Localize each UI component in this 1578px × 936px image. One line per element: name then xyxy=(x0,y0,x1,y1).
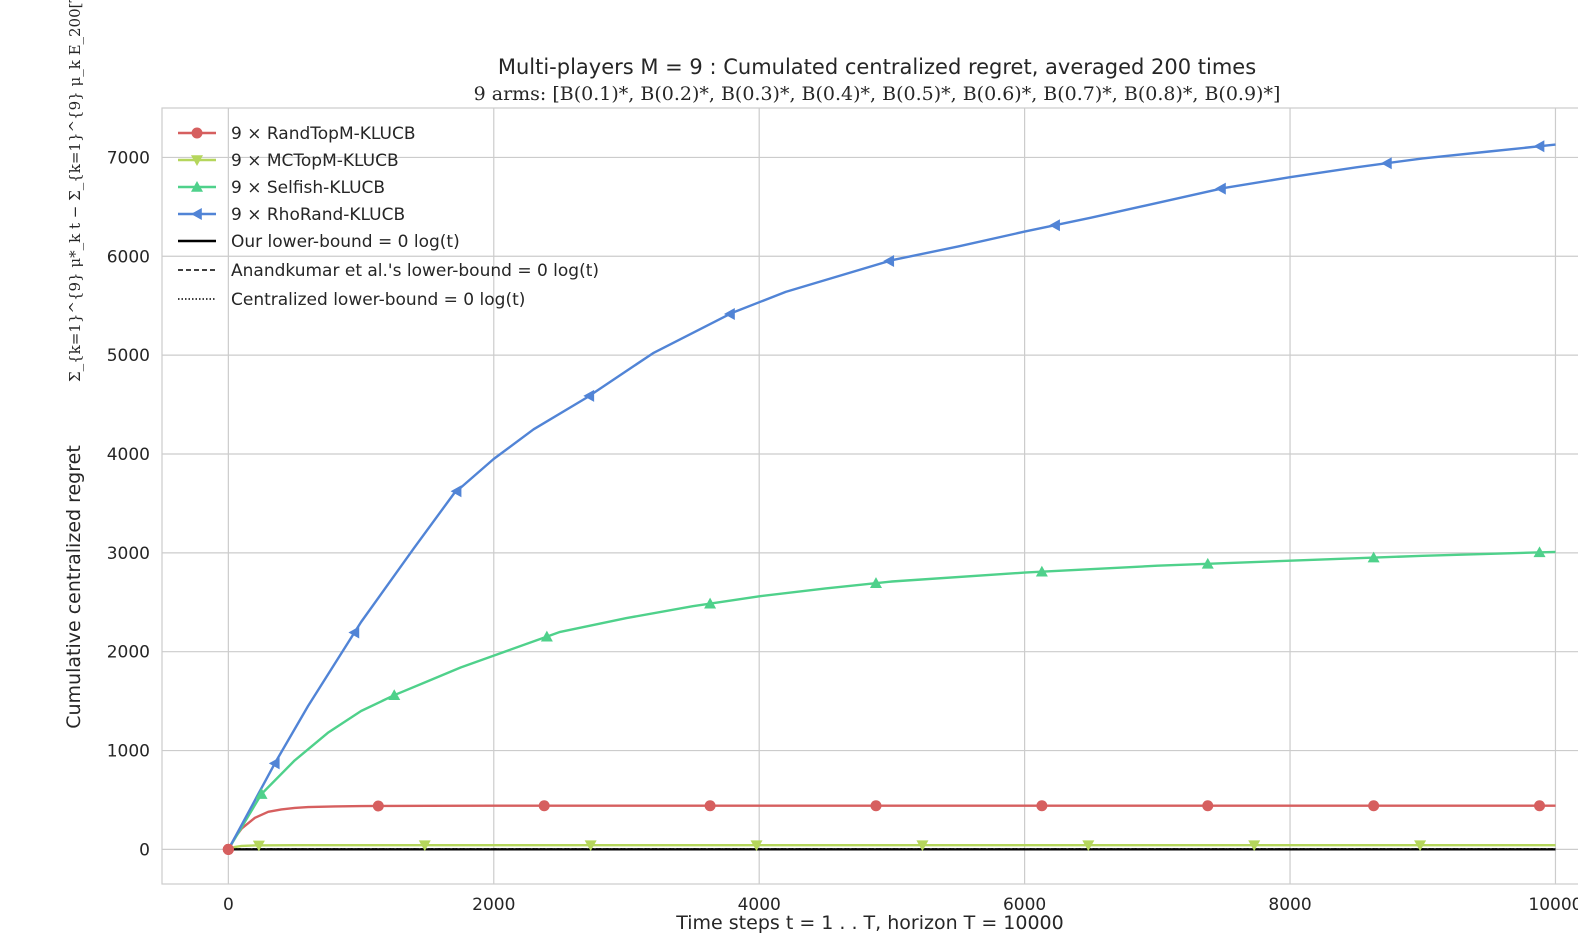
series-2-marker xyxy=(540,630,553,642)
x-axis-label: Time steps t = 1 . . T, horizon T = 1000… xyxy=(675,912,1063,934)
y-tick-label: 1000 xyxy=(107,742,150,762)
series-2-marker xyxy=(704,597,717,609)
legend: 9 × RandTopM-KLUCB 9 × MCTopM-KLUCB 9 × Se… xyxy=(178,124,599,310)
series-2-marker xyxy=(388,689,401,700)
series-3-marker xyxy=(583,389,595,402)
series-1-marker xyxy=(252,840,265,852)
series-0-line xyxy=(227,804,1556,850)
y-tick-label: 2000 xyxy=(107,643,150,663)
legend-marker-3 xyxy=(191,208,202,220)
series-0-marker xyxy=(870,800,882,812)
series-2-marker xyxy=(1533,546,1546,558)
series-2-marker xyxy=(1367,551,1380,563)
series-2-marker xyxy=(869,577,882,588)
y-axis-label-math: Σ_{k=1}^{9} μ*_k t − Σ_{k=1}^{9} μ_k E_2… xyxy=(66,0,84,382)
y-tick-label: 4000 xyxy=(107,445,150,465)
x-tick-label: 10000 xyxy=(1528,895,1578,915)
legend-label-5: Anandkumar et al.'s lower-bound = 0 log(… xyxy=(231,261,599,281)
series-1-marker xyxy=(916,840,929,852)
series-3-marker xyxy=(883,255,895,268)
y-tick-label: 0 xyxy=(139,840,150,860)
legend-marker-1 xyxy=(191,155,203,166)
series-markers xyxy=(222,140,1546,855)
series-3-marker xyxy=(1215,182,1226,195)
series-0-marker xyxy=(704,800,716,812)
legend-marker-2 xyxy=(191,181,203,192)
series-3-marker xyxy=(348,626,360,639)
series-3-marker xyxy=(724,307,735,320)
series-2-marker xyxy=(255,788,268,799)
legend-label-6: Centralized lower-bound = 0 log(t) xyxy=(231,290,525,310)
chart-title: Multi-players M = 9 : Cumulated centrali… xyxy=(498,55,1256,79)
x-tick-label: 6000 xyxy=(1003,895,1046,915)
series-3-start-marker xyxy=(222,843,234,855)
series-0-marker xyxy=(372,800,384,812)
x-tick-label: 2000 xyxy=(472,895,515,915)
series-1-line xyxy=(227,844,1556,851)
series-3-marker xyxy=(450,485,462,498)
grid xyxy=(162,108,1578,884)
legend-label-2: 9 × Selfish-KLUCB xyxy=(231,178,385,198)
legend-label-4: Our lower-bound = 0 log(t) xyxy=(231,232,460,252)
series-0-marker xyxy=(1368,800,1380,812)
tick-labels: 0 2000 4000 6000 8000 10000 0 1000 2000 3000 4000 5… xyxy=(107,148,1578,915)
series-3-line xyxy=(227,143,1556,850)
y-tick-label: 3000 xyxy=(107,544,150,564)
x-tick-label: 8000 xyxy=(1268,895,1311,915)
series-lines xyxy=(227,143,1556,851)
series-0-marker xyxy=(1202,800,1214,812)
x-tick-label: 4000 xyxy=(738,895,781,915)
series-3-marker xyxy=(1533,140,1545,153)
series-1-marker xyxy=(1414,840,1427,852)
series-3-marker xyxy=(1049,219,1060,232)
y-tick-label: 6000 xyxy=(107,247,150,267)
chart-subtitle: 9 arms: [B(0.1)*, B(0.2)*, B(0.3)*, B(0.… xyxy=(474,83,1281,105)
series-3-marker xyxy=(1380,157,1392,170)
series-1-marker xyxy=(1082,840,1095,852)
series-1-marker xyxy=(1248,840,1261,852)
series-0-marker xyxy=(1534,800,1546,812)
series-3-marker xyxy=(268,757,280,770)
y-tick-label: 7000 xyxy=(107,148,150,168)
series-0-marker xyxy=(538,800,550,812)
series-1-marker xyxy=(418,840,431,852)
series-0-marker xyxy=(1036,800,1048,812)
series-1-marker xyxy=(750,840,763,852)
series-1-marker xyxy=(584,840,597,852)
legend-label-0: 9 × RandTopM-KLUCB xyxy=(231,124,416,144)
series-2-marker xyxy=(1035,565,1048,577)
y-tick-label: 5000 xyxy=(107,346,150,366)
y-axis-label: Cumulative centralized regret xyxy=(63,445,85,729)
legend-marker-0 xyxy=(191,127,203,139)
legend-label-1: 9 × MCTopM-KLUCB xyxy=(231,151,399,171)
plot-area-frame xyxy=(161,107,1578,885)
legend-label-3: 9 × RhoRand-KLUCB xyxy=(231,205,405,225)
series-2-line xyxy=(227,550,1556,851)
series-2-marker xyxy=(1201,557,1214,569)
x-tick-label: 0 xyxy=(223,895,234,915)
